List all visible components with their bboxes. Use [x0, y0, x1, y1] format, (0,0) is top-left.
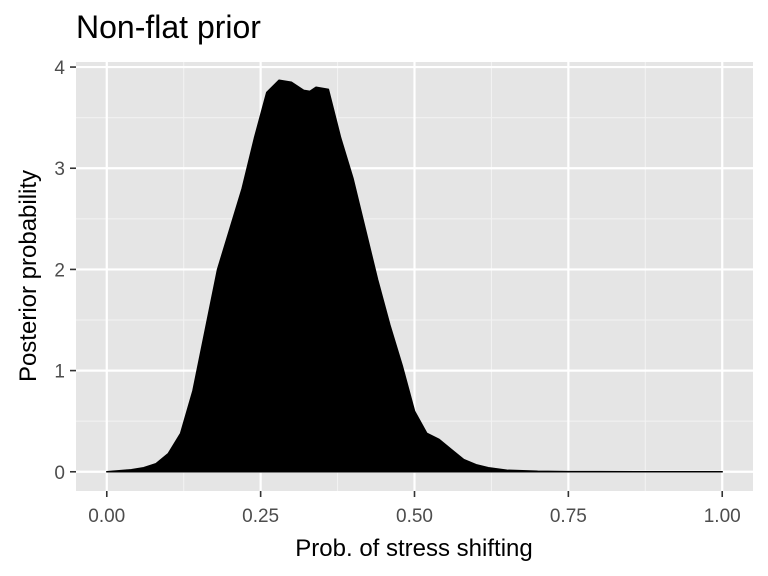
chart-title: Non-flat prior [76, 9, 261, 45]
y-tick-label: 4 [54, 58, 65, 79]
y-tick-label: 2 [54, 260, 65, 281]
y-axis-title: Posterior probability [15, 170, 42, 382]
y-tick-label: 3 [54, 159, 65, 180]
x-axis-title: Prob. of stress shifting [295, 535, 532, 562]
x-tick-label: 0.75 [550, 506, 587, 527]
density-area [106, 79, 723, 473]
density-series [106, 79, 723, 473]
y-tick-label: 1 [54, 362, 65, 383]
x-tick-label: 0.25 [242, 506, 279, 527]
x-axis-ticks: 0.00 0.25 0.50 0.75 1.00 [88, 491, 741, 527]
x-tick-label: 0.50 [396, 506, 433, 527]
x-tick-label: 1.00 [704, 506, 741, 527]
y-tick-label: 0 [54, 463, 65, 484]
y-axis-ticks: 0 1 2 3 4 [54, 58, 76, 484]
x-tick-label: 0.00 [88, 506, 125, 527]
